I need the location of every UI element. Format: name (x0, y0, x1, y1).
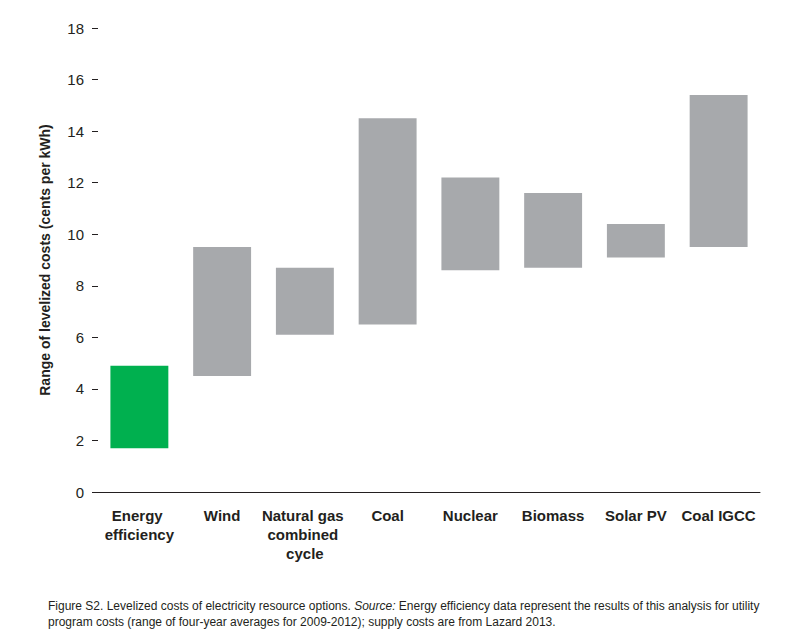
svg-text:Range of levelized costs (cent: Range of levelized costs (cents per kWh) (37, 124, 53, 396)
svg-text:0: 0 (76, 484, 84, 501)
svg-text:Coal: Coal (371, 507, 404, 524)
svg-text:Wind: Wind (204, 507, 241, 524)
svg-text:Energy: Energy (112, 507, 167, 524)
svg-text:efficiency: efficiency (105, 526, 175, 543)
svg-text:14: 14 (67, 123, 84, 140)
svg-text:16: 16 (67, 71, 84, 88)
svg-text:cycle: cycle (286, 545, 324, 562)
svg-text:Nuclear: Nuclear (443, 507, 498, 524)
svg-text:10: 10 (67, 226, 84, 243)
svg-text:12: 12 (67, 174, 84, 191)
svg-text:Coal IGCC: Coal IGCC (682, 507, 756, 524)
svg-text:18: 18 (67, 20, 84, 37)
html-text:Figure S2. Levelized costs of: Figure S2. Levelized costs of electricit… (48, 599, 760, 629)
svg-text:Solar PV: Solar PV (605, 507, 667, 524)
svg-text:4: 4 (76, 380, 84, 397)
svg-text:6: 6 (76, 329, 84, 346)
svg-text:Biomass: Biomass (522, 507, 585, 524)
svg-text:2: 2 (76, 432, 84, 449)
svg-text:combined: combined (267, 526, 342, 543)
svg-text:8: 8 (76, 277, 84, 294)
svg-text:Natural gas: Natural gas (262, 507, 348, 524)
